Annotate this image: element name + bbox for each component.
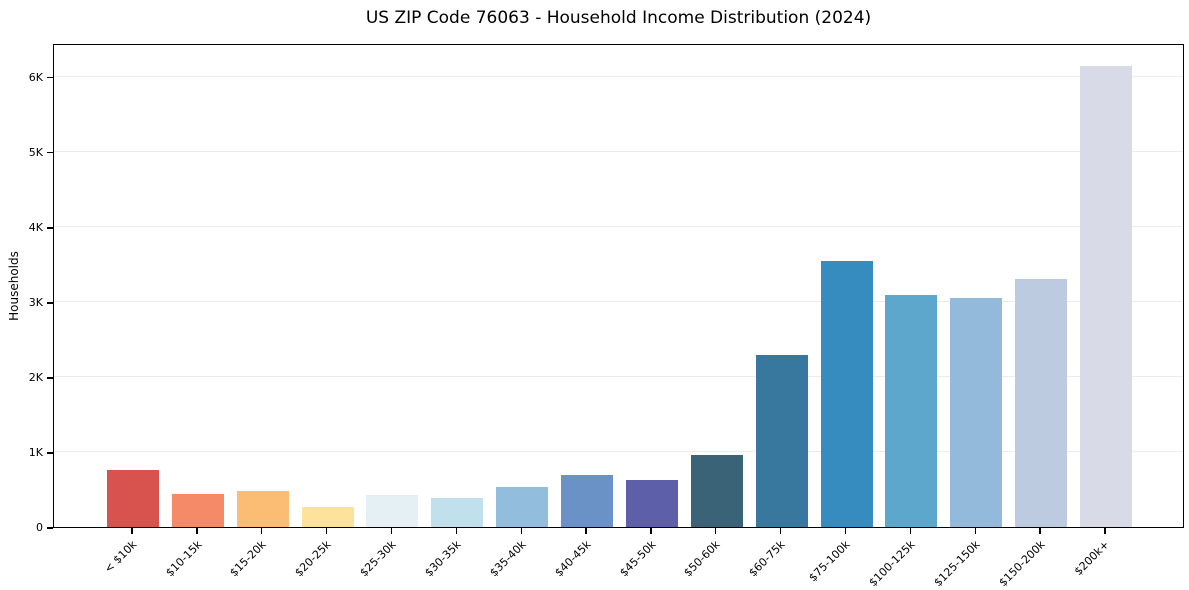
x-tick-label-8: $45-50k <box>616 538 659 580</box>
x-tick-mark <box>325 528 328 534</box>
y-tick-label-5K: 5K <box>28 145 43 159</box>
y-tick-mark <box>47 452 53 454</box>
gridline-2K <box>54 376 1183 378</box>
bar-1 <box>171 493 224 527</box>
x-tick-mark <box>974 528 976 534</box>
y-tick-mark <box>47 227 53 229</box>
gridline-6K <box>54 76 1183 78</box>
x-tick-label-1: $10-15k <box>162 538 205 580</box>
bar-4 <box>366 495 419 527</box>
x-tick-label-12: $100-125k <box>866 538 918 590</box>
gridline-3K <box>54 301 1183 303</box>
x-tick-mark <box>585 528 587 534</box>
y-tick-mark <box>47 77 53 79</box>
x-tick-label-13: $125-150k <box>931 538 983 590</box>
bar-2 <box>236 490 289 527</box>
x-tick-label-2: $15-20k <box>227 538 269 580</box>
x-tick-label-15: $200k+ <box>1072 538 1113 579</box>
x-tick-mark <box>520 528 522 534</box>
x-tick-mark <box>390 528 393 534</box>
x-tick-label-9: $50-60k <box>681 538 724 580</box>
x-tick-mark <box>261 528 263 534</box>
x-tick-label-11: $75-100k <box>806 538 853 585</box>
x-tick-mark <box>1039 528 1041 534</box>
y-tick-mark <box>47 152 53 154</box>
y-tick-label-6K: 6K <box>28 70 43 84</box>
y-tick-mark <box>47 377 53 379</box>
x-tick-mark <box>909 528 912 534</box>
gridline-4K <box>54 226 1183 228</box>
bar-8 <box>625 480 678 527</box>
x-tick-label-14: $150-200k <box>996 538 1048 590</box>
chart-title: US ZIP Code 76063 - Household Income Dis… <box>365 8 872 28</box>
x-tick-mark <box>715 528 717 534</box>
x-tick-label-4: $25-30k <box>357 538 399 580</box>
y-tick-mark <box>47 527 53 529</box>
bar-12 <box>885 295 938 527</box>
x-tick-mark <box>1104 528 1106 534</box>
y-tick-label-1K: 1K <box>28 445 43 459</box>
y-tick-label-3K: 3K <box>28 295 43 309</box>
bar-7 <box>561 475 614 527</box>
bar-6 <box>496 487 549 527</box>
bar-15 <box>1080 65 1132 527</box>
gridline-5K <box>54 151 1183 153</box>
x-tick-mark <box>131 528 133 534</box>
bar-0 <box>107 469 159 527</box>
x-tick-mark <box>650 528 652 534</box>
x-tick-mark <box>455 528 458 534</box>
bar-10 <box>755 355 808 527</box>
bar-11 <box>820 261 873 527</box>
x-tick-mark <box>196 528 198 534</box>
bar-3 <box>301 506 354 527</box>
y-axis-label: Households <box>7 251 21 321</box>
x-tick-mark <box>779 528 782 534</box>
bar-5 <box>431 497 484 527</box>
x-tick-label-7: $40-45k <box>552 538 594 580</box>
bar-9 <box>690 454 743 527</box>
y-tick-label-4K: 4K <box>28 220 43 234</box>
y-tick-label-2K: 2K <box>28 370 43 384</box>
bar-14 <box>1015 278 1068 527</box>
bar-13 <box>950 298 1003 527</box>
x-tick-label-6: $35-40k <box>487 538 529 580</box>
gridline-1K <box>54 451 1183 453</box>
x-tick-label-0: < $10k <box>101 538 140 576</box>
x-tick-label-3: $20-25k <box>292 538 334 580</box>
x-tick-mark <box>844 528 847 534</box>
plot-area <box>53 44 1184 528</box>
x-tick-label-5: $30-35k <box>422 538 464 580</box>
x-tick-label-10: $60-75k <box>746 538 788 580</box>
y-tick-mark <box>47 302 53 304</box>
y-tick-label-0: 0 <box>36 521 43 534</box>
